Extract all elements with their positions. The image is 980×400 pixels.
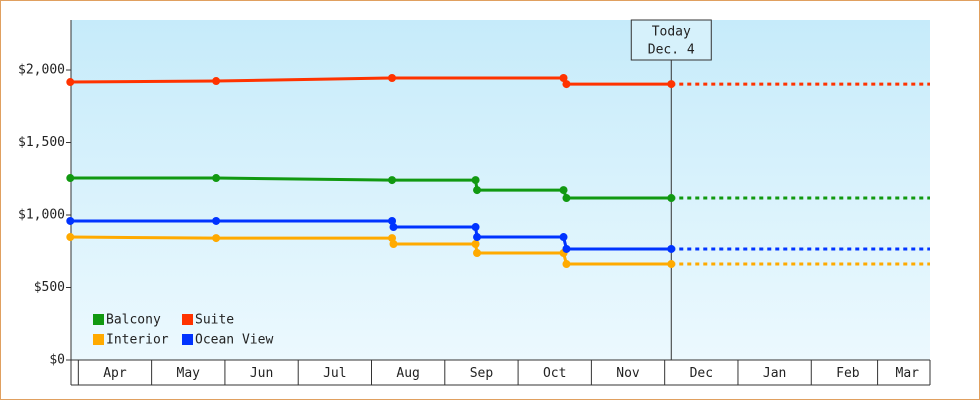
point [212,77,221,86]
point [667,260,676,269]
x-tick-label: Nov [616,366,640,381]
point [66,78,75,87]
point [559,186,568,195]
point [66,233,75,242]
point [473,248,482,257]
x-tick-label: Sep [470,366,494,381]
y-tick-label: $1,000 [18,208,65,223]
point [66,174,75,183]
x-tick-label: Feb [836,366,860,381]
point [667,80,676,89]
x-tick-label: Mar [896,366,920,381]
legend-swatch [182,314,193,325]
legend-label: Suite [195,313,234,328]
point [389,223,398,232]
point [212,234,221,243]
x-tick-label: Dec [690,366,713,381]
point [562,260,571,269]
point [667,194,676,203]
legend-label: Balcony [106,313,161,328]
point [66,216,75,225]
point [388,216,397,225]
legend-swatch [93,314,104,325]
point [473,233,482,242]
y-tick-label: $1,500 [18,135,65,150]
point [389,240,398,249]
point [212,216,221,225]
point [471,176,480,185]
y-tick-label: $0 [49,353,65,368]
point [388,73,397,82]
x-tick-label: Jul [323,366,346,381]
today-label: Dec. 4 [648,43,695,58]
x-tick-label: Jan [763,366,786,381]
point [562,194,571,203]
x-tick-label: Jun [250,366,273,381]
series-line [70,76,672,86]
point [559,73,568,82]
point [667,244,676,253]
point [559,233,568,242]
legend-swatch [93,334,104,345]
legend-label: Ocean View [195,333,273,348]
point [473,186,482,195]
point [471,223,480,232]
point [562,244,571,253]
point [562,80,571,89]
point [388,176,397,185]
legend-swatch [182,334,193,345]
x-tick-label: Oct [543,366,566,381]
x-tick-label: Apr [103,366,127,381]
legend-label: Interior [106,333,169,348]
x-tick-label: May [177,366,201,381]
y-tick-label: $2,000 [18,63,65,78]
y-tick-label: $500 [34,280,65,295]
today-label: Today [652,25,691,40]
point [471,240,480,249]
x-tick-label: Aug [396,366,419,381]
point [212,174,221,183]
today-box [630,19,712,61]
